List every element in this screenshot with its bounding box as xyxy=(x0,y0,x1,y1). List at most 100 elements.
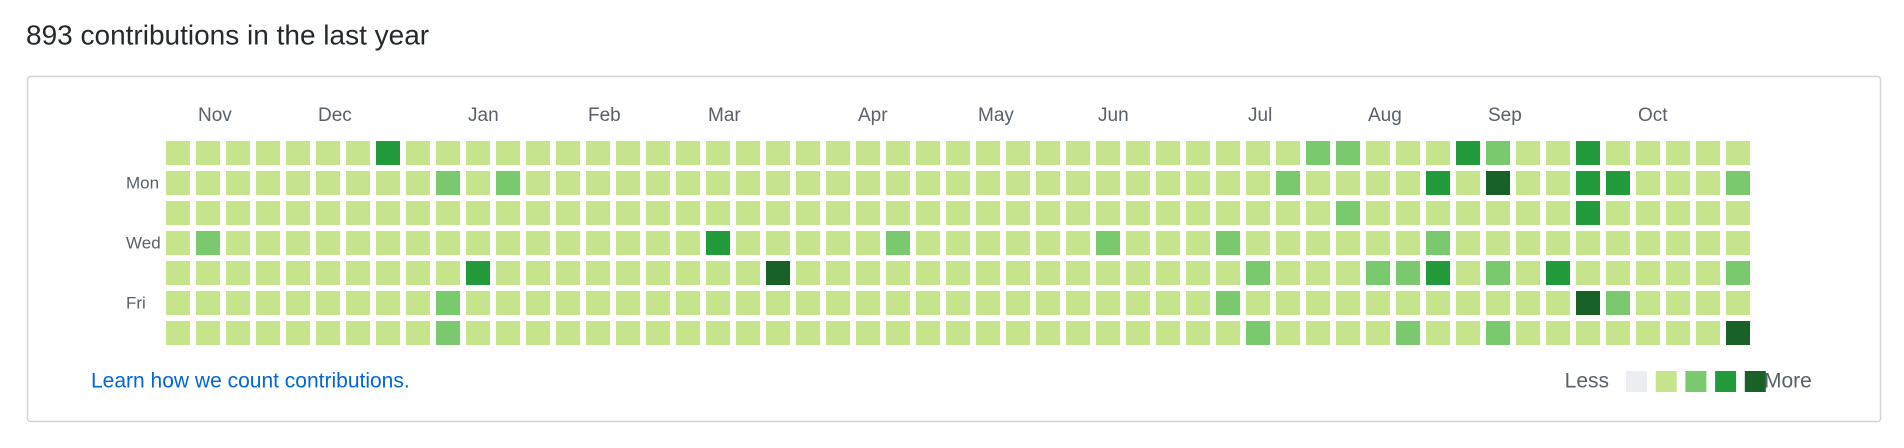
day-cell xyxy=(556,291,580,315)
day-cell xyxy=(1276,171,1300,195)
learn-link[interactable]: Learn how we count contributions. xyxy=(91,370,410,393)
day-cell xyxy=(1666,261,1690,285)
day-cell xyxy=(856,291,880,315)
day-cell xyxy=(826,141,850,165)
day-cell xyxy=(766,141,790,165)
day-cell xyxy=(1036,231,1060,255)
day-cell xyxy=(316,141,340,165)
day-cell xyxy=(1666,321,1690,345)
day-cell xyxy=(1486,261,1510,285)
day-cell xyxy=(976,201,1000,225)
day-cell xyxy=(526,171,550,195)
day-cell xyxy=(1186,141,1210,165)
day-cell xyxy=(1036,321,1060,345)
day-cell xyxy=(766,231,790,255)
day-cell xyxy=(1456,291,1480,315)
day-cell xyxy=(1066,231,1090,255)
day-cell xyxy=(1036,171,1060,195)
day-cell xyxy=(226,171,250,195)
day-cell xyxy=(886,231,910,255)
day-cell xyxy=(886,291,910,315)
day-cell xyxy=(166,261,190,285)
month-label: Aug xyxy=(1368,105,1402,126)
title: 893 contributions in the last year xyxy=(26,19,429,50)
day-cell xyxy=(676,231,700,255)
day-cell xyxy=(1456,201,1480,225)
day-cell xyxy=(526,321,550,345)
day-cell xyxy=(436,231,460,255)
day-cell xyxy=(1426,291,1450,315)
day-cell xyxy=(676,261,700,285)
day-cell xyxy=(286,231,310,255)
legend-less: Less xyxy=(1565,370,1609,393)
day-cell xyxy=(166,231,190,255)
day-cell xyxy=(436,261,460,285)
day-cell xyxy=(1126,141,1150,165)
day-label: Wed xyxy=(126,233,161,252)
day-cell xyxy=(586,261,610,285)
day-cell xyxy=(616,141,640,165)
day-cell xyxy=(586,201,610,225)
day-cell xyxy=(286,291,310,315)
day-cell xyxy=(646,171,670,195)
day-cell xyxy=(256,231,280,255)
day-cell xyxy=(466,171,490,195)
day-cell xyxy=(766,321,790,345)
day-cell xyxy=(1666,171,1690,195)
day-cell xyxy=(1396,141,1420,165)
day-cell xyxy=(1366,231,1390,255)
day-cell xyxy=(1696,321,1720,345)
day-cell xyxy=(1306,321,1330,345)
day-cell xyxy=(1096,291,1120,315)
day-cell xyxy=(166,291,190,315)
day-cell xyxy=(316,291,340,315)
day-cell xyxy=(1156,231,1180,255)
day-cell xyxy=(1336,171,1360,195)
day-cell xyxy=(886,261,910,285)
day-cell xyxy=(1216,321,1240,345)
day-cell xyxy=(1006,261,1030,285)
day-cell xyxy=(706,291,730,315)
day-cell xyxy=(166,201,190,225)
day-cell xyxy=(466,261,490,285)
month-label: Mar xyxy=(708,105,741,126)
day-cell xyxy=(616,321,640,345)
month-label: May xyxy=(978,105,1014,126)
day-cell xyxy=(526,141,550,165)
day-cell xyxy=(1096,231,1120,255)
day-cell xyxy=(946,141,970,165)
day-cell xyxy=(1096,201,1120,225)
day-cell xyxy=(1036,291,1060,315)
day-cell xyxy=(1096,171,1120,195)
day-cell xyxy=(496,171,520,195)
day-cell xyxy=(646,321,670,345)
day-cell xyxy=(1066,321,1090,345)
day-label: Fri xyxy=(126,293,146,312)
day-cell xyxy=(466,141,490,165)
day-cell xyxy=(1396,201,1420,225)
day-cell xyxy=(1726,231,1750,255)
day-cell xyxy=(316,171,340,195)
month-label: Apr xyxy=(858,105,888,126)
month-label: Jun xyxy=(1098,105,1129,126)
day-cell xyxy=(976,321,1000,345)
day-cell xyxy=(676,141,700,165)
month-label: Sep xyxy=(1488,105,1522,126)
day-cell xyxy=(466,231,490,255)
day-cell xyxy=(1426,171,1450,195)
day-cell xyxy=(526,291,550,315)
day-cell xyxy=(886,321,910,345)
day-cell xyxy=(1366,261,1390,285)
day-cell xyxy=(406,201,430,225)
day-cell xyxy=(256,201,280,225)
day-cell xyxy=(1066,201,1090,225)
day-cell xyxy=(1726,141,1750,165)
day-cell xyxy=(1516,171,1540,195)
day-cell xyxy=(766,171,790,195)
day-cell xyxy=(1066,291,1090,315)
day-cell xyxy=(946,171,970,195)
day-cell xyxy=(526,261,550,285)
day-cell xyxy=(1456,261,1480,285)
day-cell xyxy=(256,141,280,165)
day-cell xyxy=(406,321,430,345)
